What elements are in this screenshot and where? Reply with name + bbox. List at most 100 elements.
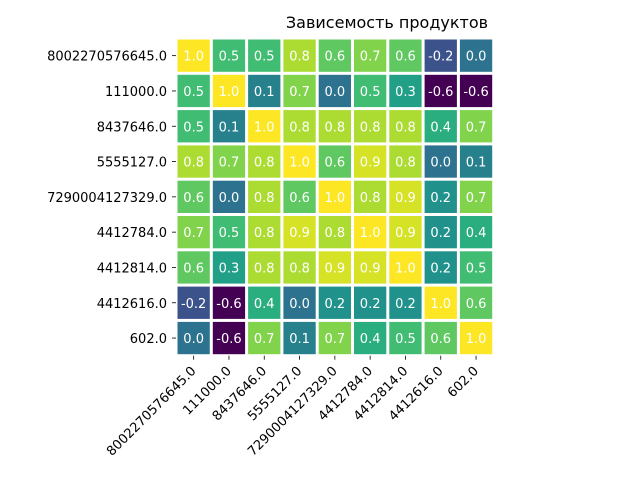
cell-value-label: 0.4 xyxy=(254,297,275,312)
cell-value-label: 0.6 xyxy=(430,332,451,347)
heatmap-cell xyxy=(389,286,422,319)
heatmap-cell xyxy=(424,39,457,72)
cell-value-label: 0.9 xyxy=(325,261,346,276)
cell-value-label: 0.0 xyxy=(466,50,487,65)
heatmap-cell xyxy=(424,180,457,213)
heatmap-cell xyxy=(248,145,281,178)
heatmap-cell xyxy=(212,286,246,319)
cell-value-label: 0.3 xyxy=(395,85,416,100)
cell-value-label: 0.2 xyxy=(395,297,416,312)
heatmap-cell xyxy=(389,216,422,249)
cell-value-label: 1.0 xyxy=(430,297,451,312)
heatmap-cell xyxy=(424,216,457,249)
y-tick-label: 4412784.0 xyxy=(97,226,167,241)
heatmap-cell xyxy=(459,321,493,355)
cell-value-label: -0.6 xyxy=(216,332,241,347)
cell-value-label: 0.1 xyxy=(254,85,275,100)
cell-value-label: -0.6 xyxy=(216,297,241,312)
cell-value-label: 0.8 xyxy=(325,120,346,135)
heatmap-cell xyxy=(424,286,457,319)
cell-value-label: 0.9 xyxy=(395,226,416,241)
cell-value-label: -0.6 xyxy=(463,85,488,100)
cell-value-label: 0.8 xyxy=(254,156,275,171)
heatmap-cell xyxy=(354,180,387,213)
cell-value-label: 0.7 xyxy=(466,191,487,206)
cell-value-label: 0.7 xyxy=(466,120,487,135)
heatmap-cell xyxy=(459,39,493,72)
heatmap-cell xyxy=(389,74,422,108)
heatmap-cell xyxy=(283,180,316,213)
cell-value-label: 0.8 xyxy=(254,261,275,276)
heatmap-cell xyxy=(354,286,387,319)
x-tick-label: 602.0 xyxy=(445,364,482,401)
cell-value-label: 0.2 xyxy=(430,261,451,276)
cell-value-label: 0.2 xyxy=(325,297,346,312)
cell-value-label: 0.5 xyxy=(254,50,275,65)
heatmap-cell xyxy=(318,286,351,319)
heatmap-cell xyxy=(212,321,246,355)
cell-value-label: 0.4 xyxy=(466,226,487,241)
cell-value-label: 1.0 xyxy=(395,261,416,276)
y-tick-label: 5555127.0 xyxy=(97,156,167,171)
heatmap-cell xyxy=(212,110,246,143)
y-tick-label: 8437646.0 xyxy=(97,120,167,135)
cell-value-label: 0.2 xyxy=(430,191,451,206)
cell-value-label: 1.0 xyxy=(183,50,204,65)
cell-value-label: 0.0 xyxy=(430,156,451,171)
heatmap-cell xyxy=(389,251,422,284)
y-tick-labels: 8002270576645.0 111000.0 8437646.0 5555127.… xyxy=(47,50,176,347)
heatmap-cell xyxy=(248,216,281,249)
cell-value-label: 0.9 xyxy=(360,261,381,276)
heatmap-cell xyxy=(212,145,246,178)
cell-value-label: 0.1 xyxy=(466,156,487,171)
heatmap-cell xyxy=(248,251,281,284)
chart-title: Зависемость продуктов xyxy=(286,13,488,32)
heatmap-cell xyxy=(177,110,210,143)
heatmap-cell xyxy=(424,145,457,178)
heatmap-cell xyxy=(459,110,493,143)
cell-value-label: 0.7 xyxy=(360,50,381,65)
cell-value-label: 0.9 xyxy=(289,226,310,241)
heatmap-cells: 1.0 0.5 0.5 0.8 0.6 0.7 0.6 -0.2 0.0 0.5 1.0 0.1 0.7… xyxy=(177,39,493,355)
cell-value-label: 1.0 xyxy=(254,120,275,135)
heatmap-cell xyxy=(283,110,316,143)
heatmap-cell xyxy=(354,145,387,178)
cell-value-label: 0.6 xyxy=(466,297,487,312)
heatmap-cell xyxy=(459,216,493,249)
cell-value-label: 0.5 xyxy=(183,85,204,100)
y-tick-label: 602.0 xyxy=(130,332,167,347)
cell-value-label: 0.5 xyxy=(360,85,381,100)
y-tick-label: 4412814.0 xyxy=(97,261,167,276)
heatmap-cell xyxy=(318,74,351,108)
cell-value-label: -0.6 xyxy=(428,85,453,100)
cell-value-label: -0.2 xyxy=(428,50,453,65)
cell-value-label: 0.8 xyxy=(289,261,310,276)
heatmap-cell xyxy=(177,251,210,284)
y-tick-label: 4412616.0 xyxy=(97,297,167,312)
heatmap-cell xyxy=(318,216,351,249)
heatmap-cell xyxy=(283,321,316,355)
heatmap-cell xyxy=(283,39,316,72)
cell-value-label: 0.9 xyxy=(395,191,416,206)
heatmap-cell xyxy=(283,286,316,319)
cell-value-label: 0.5 xyxy=(219,50,240,65)
cell-value-label: 0.2 xyxy=(430,226,451,241)
heatmap-cell xyxy=(177,286,210,319)
cell-value-label: 0.0 xyxy=(219,191,240,206)
cell-value-label: 1.0 xyxy=(360,226,381,241)
heatmap-cell xyxy=(459,74,493,108)
cell-value-label: 0.5 xyxy=(183,120,204,135)
cell-value-label: 0.5 xyxy=(219,226,240,241)
cell-value-label: 0.8 xyxy=(395,120,416,135)
heatmap-cell xyxy=(248,74,281,108)
cell-value-label: 0.8 xyxy=(360,191,381,206)
heatmap-cell xyxy=(354,74,387,108)
cell-value-label: 0.7 xyxy=(219,156,240,171)
cell-value-label: 0.8 xyxy=(183,156,204,171)
cell-value-label: 0.5 xyxy=(395,332,416,347)
cell-value-label: 0.1 xyxy=(219,120,240,135)
heatmap-cell xyxy=(248,321,281,355)
cell-value-label: 0.0 xyxy=(289,297,310,312)
y-tick-label: 111000.0 xyxy=(105,85,167,100)
heatmap-cell xyxy=(424,251,457,284)
